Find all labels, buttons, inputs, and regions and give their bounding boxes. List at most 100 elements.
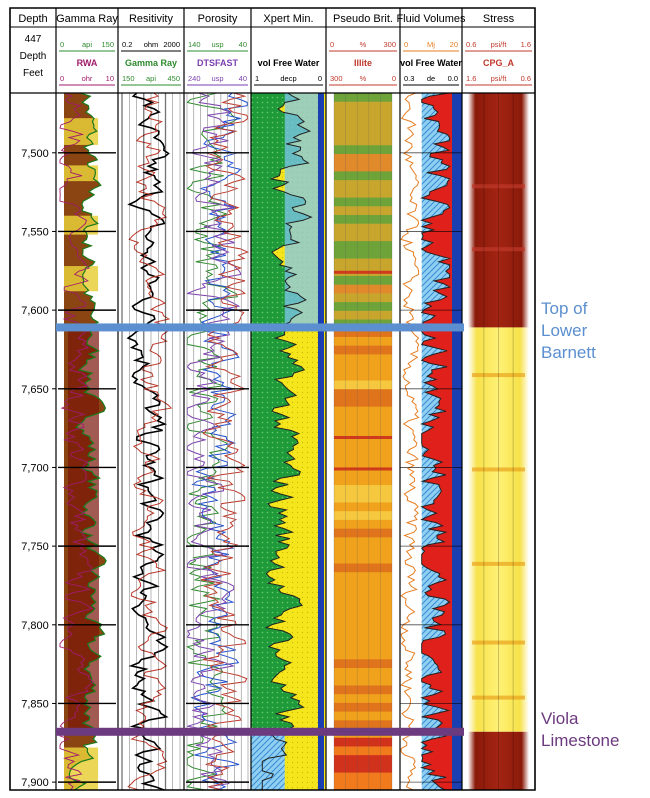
brittleness-band <box>334 694 392 704</box>
brittleness-band <box>334 275 392 286</box>
brittleness-band <box>334 755 392 765</box>
brittleness-band <box>334 435 392 439</box>
gamma-sand-fill <box>64 215 99 235</box>
track-title: Fluid Volumes <box>396 13 466 25</box>
brittleness-band <box>334 589 392 599</box>
scale-label: ohm <box>144 40 159 49</box>
brittleness-band <box>334 270 392 274</box>
depth-tick-label: 7,900 <box>21 777 49 789</box>
resistivity-deep-curve <box>127 92 173 791</box>
scale-label: 1 <box>255 74 259 83</box>
brittleness-band <box>334 371 392 382</box>
brittleness-band <box>334 467 392 471</box>
scale-label: 450 <box>167 74 180 83</box>
brittleness-band <box>334 781 392 791</box>
chart-frame <box>9 7 536 791</box>
brittleness-band <box>334 615 392 625</box>
track-title: Gamma Ray <box>56 13 118 25</box>
curve-name: CPG_A <box>483 58 515 68</box>
depth-tick-label: 7,600 <box>21 305 49 317</box>
porosity-curve <box>185 92 239 791</box>
depth-tick-label: 7,550 <box>21 226 49 238</box>
brittleness-band <box>334 772 392 782</box>
depth-column-label: 447 <box>25 34 42 45</box>
mineral-water-fill <box>284 93 319 328</box>
label-line: Limestone <box>541 731 620 750</box>
label-line: Barnett <box>541 343 596 362</box>
brittleness-band <box>334 685 392 695</box>
brittleness-band <box>334 598 392 608</box>
label-line: Viola <box>541 709 579 728</box>
brittleness-band <box>334 546 392 556</box>
scale-label: % <box>360 74 367 83</box>
brittleness-band <box>334 485 392 495</box>
scale-label: 0.6 <box>466 40 476 49</box>
stress-lower-fill <box>468 731 529 790</box>
scale-label: usp <box>211 40 223 49</box>
brittleness-band <box>334 232 392 242</box>
depth-tick-label: 7,750 <box>21 541 49 553</box>
scale-label: 0.2 <box>122 40 132 49</box>
brittleness-band <box>334 345 392 355</box>
porosity-curve <box>200 92 250 791</box>
brittleness-band <box>334 310 392 321</box>
scale-label: 0.6 <box>521 74 531 83</box>
stress-band <box>472 561 525 566</box>
brittleness-band <box>334 519 392 530</box>
brittleness-band <box>334 415 392 425</box>
brittleness-band <box>334 763 392 774</box>
depth-column-label: Feet <box>23 68 43 79</box>
brittleness-band <box>334 563 392 573</box>
brittleness-band <box>334 136 392 146</box>
curve-name: vol Free Water <box>400 58 462 68</box>
track-title: Porosity <box>198 13 238 25</box>
label-line: Lower <box>541 321 588 340</box>
scale-label: api <box>82 40 92 49</box>
stress-upper-fill <box>468 93 529 328</box>
brittleness-band <box>334 284 392 294</box>
brittleness-band <box>334 171 392 181</box>
scale-label: 300 <box>330 74 343 83</box>
brittleness-band <box>334 572 392 582</box>
scale-label: Mj <box>427 40 435 49</box>
depth-column-label: Depth <box>20 51 47 62</box>
brittleness-band <box>334 223 392 233</box>
brittleness-band <box>334 537 392 547</box>
brittleness-band <box>334 110 392 120</box>
curve-name: RWA <box>77 58 98 68</box>
track-grid <box>9 7 536 791</box>
brittleness-band <box>334 746 392 756</box>
brittleness-band <box>334 127 392 138</box>
depth-tick-label: 7,850 <box>21 698 49 710</box>
rwa-curve <box>59 92 94 791</box>
porosity-curve <box>186 92 242 791</box>
scale-label: 0.0 <box>448 74 458 83</box>
track-title: Xpert Min. <box>263 13 313 25</box>
mineral-boundary-curve <box>261 92 313 790</box>
scale-label: 0 <box>392 74 396 83</box>
scale-label: 2000 <box>163 40 180 49</box>
brittleness-band <box>334 354 392 364</box>
brittleness-band <box>334 467 392 477</box>
brittleness-band <box>334 389 392 399</box>
brittleness-band <box>334 363 392 373</box>
depth-tick-label: 7,700 <box>21 462 49 474</box>
stress-band <box>472 373 525 378</box>
scale-label: 240 <box>188 74 201 83</box>
brittleness-band <box>334 206 392 216</box>
scale-label: psi/ft <box>491 74 508 83</box>
scale-label: 150 <box>101 40 114 49</box>
label-line: Top of <box>541 299 588 318</box>
brittleness-band <box>334 650 392 660</box>
brittleness-band <box>334 580 392 591</box>
scale-label: % <box>360 40 367 49</box>
brittleness-band <box>334 554 392 564</box>
fluid-secondary-curve <box>400 92 420 791</box>
mineral-dark-edge <box>318 93 324 790</box>
brittleness-band <box>334 93 392 103</box>
brittleness-band <box>334 153 392 164</box>
curve-name: Gamma Ray <box>125 58 177 68</box>
scale-label: 1.6 <box>466 74 476 83</box>
